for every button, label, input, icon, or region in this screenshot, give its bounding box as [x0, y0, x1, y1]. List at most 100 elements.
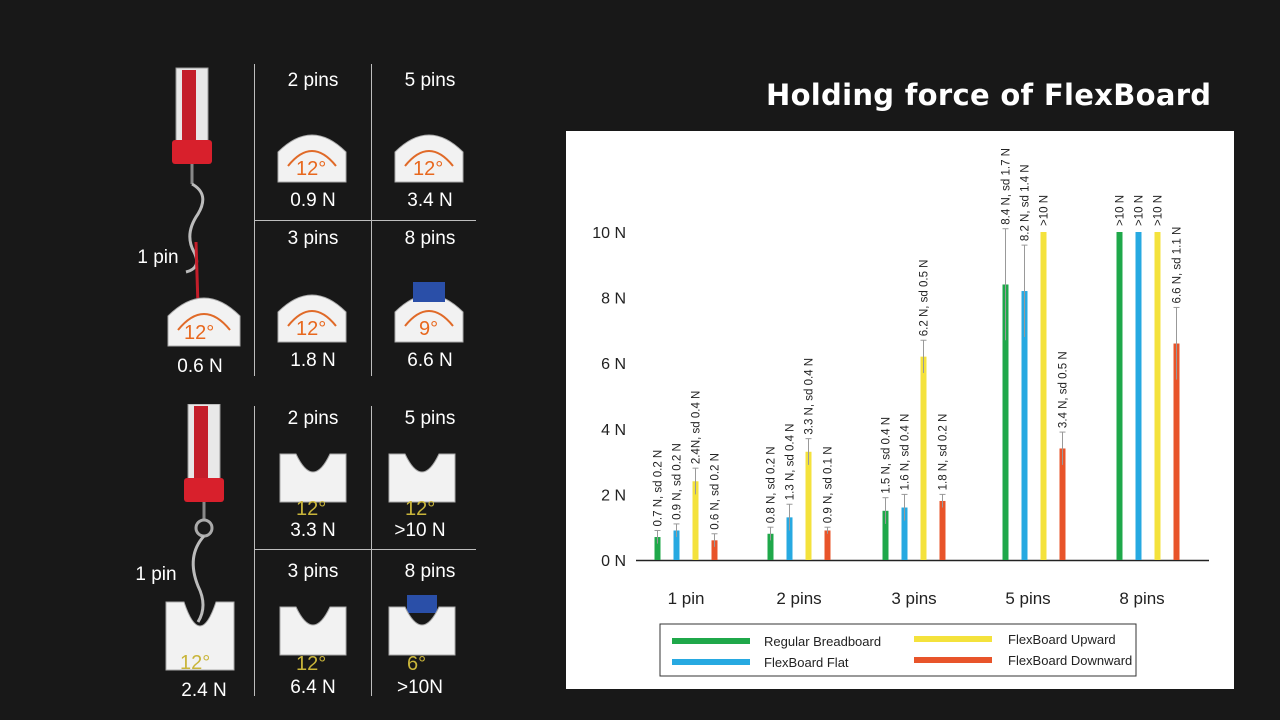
cell-force-label: 0.9 N	[290, 190, 336, 211]
bar	[901, 507, 908, 560]
bar	[1021, 291, 1028, 560]
force-gauge-icon	[172, 67, 212, 307]
data-label: 8.2 N, sd 1.4 N	[1020, 164, 1032, 241]
bar	[767, 533, 774, 560]
data-label: 0.9 N, sd 0.1 N	[823, 446, 835, 523]
bar	[939, 500, 946, 560]
data-label: 0.6 N, sd 0.2 N	[710, 453, 722, 530]
data-label: 0.8 N, sd 0.2 N	[766, 446, 778, 523]
cell-angle: 12°	[296, 318, 327, 340]
bar	[711, 540, 718, 560]
cell-angle: 12°	[413, 158, 444, 180]
bar	[1002, 284, 1009, 560]
data-label: 3.3 N, sd 0.4 N	[804, 358, 816, 435]
cell-pins-label: 2 pins	[287, 408, 339, 429]
bottom-cell-2pins: 2 pins 12° 3.3 N	[256, 406, 370, 546]
legend-label: FlexBoard Downward	[1008, 653, 1132, 668]
board-icon	[279, 606, 347, 656]
x-tick-label: 8 pins	[1119, 589, 1164, 608]
legend-swatch	[914, 657, 992, 663]
bar-chart: 0 N 2 N 4 N 6 N 8 N 10 N 1 pin 0.7 N, sd 0.2 N 0…	[592, 148, 1209, 677]
bar	[673, 530, 680, 560]
x-tick-label: 5 pins	[1005, 589, 1050, 608]
bar	[1040, 232, 1047, 560]
legend-label: Regular Breadboard	[764, 634, 881, 649]
top-main-force: 0.6 N	[177, 356, 223, 377]
board-icon	[277, 134, 347, 183]
board-icon	[388, 595, 456, 656]
cell-pins-label: 3 pins	[287, 561, 339, 582]
top-cell-8pins: 8 pins 9° 6.6 N	[373, 224, 487, 374]
bar	[692, 481, 699, 560]
top-cell-2pins: 2 pins 12° 0.9 N	[256, 66, 370, 216]
cell-angle: 12°	[296, 653, 327, 675]
top-main-pins: 1 pin	[137, 247, 179, 268]
bar	[1059, 448, 1066, 560]
cell-force-label: 1.8 N	[290, 350, 336, 371]
data-label: 8.4 N, sd 1.7 N	[1001, 148, 1013, 225]
top-main-board-icon	[167, 297, 241, 347]
legend-label: FlexBoard Upward	[1008, 632, 1116, 647]
bar	[654, 537, 661, 560]
cell-angle: 9°	[419, 318, 439, 340]
cell-angle: 12°	[405, 498, 436, 520]
y-tick-label: 2 N	[601, 487, 626, 504]
data-label: 1.6 N, sd 0.4 N	[900, 414, 912, 491]
y-tick-label: 6 N	[601, 356, 626, 373]
data-label: >10 N	[1039, 195, 1051, 226]
bar	[805, 451, 812, 560]
data-label: 1.3 N, sd 0.4 N	[785, 424, 797, 501]
bottom-main-pins: 1 pin	[135, 564, 177, 585]
cell-force-label: 6.6 N	[407, 350, 453, 371]
legend-swatch	[672, 659, 750, 665]
data-label: 0.7 N, sd 0.2 N	[653, 450, 665, 527]
chart-title: Holding force of FlexBoard	[766, 78, 1212, 112]
cell-angle: 6°	[407, 653, 427, 675]
bottom-main-board-icon	[165, 601, 235, 671]
cell-force-label: >10N	[397, 677, 443, 698]
data-label: 0.9 N, sd 0.2 N	[672, 443, 684, 520]
y-tick-label: 4 N	[601, 422, 626, 439]
legend-box	[659, 623, 1137, 677]
data-label: 6.2 N, sd 0.5 N	[919, 260, 931, 337]
legend-label: FlexBoard Flat	[764, 655, 849, 670]
legend-swatch	[914, 636, 992, 642]
data-label: 1.8 N, sd 0.2 N	[938, 414, 950, 491]
bar	[1173, 343, 1180, 560]
x-tick-label: 3 pins	[891, 589, 936, 608]
board-icon	[394, 282, 464, 343]
cell-force-label: >10 N	[394, 520, 446, 541]
top-photo-panel: 1 pin 12° 0.6 N 2 pins 12° 0.9 N 5 pins …	[120, 60, 480, 380]
y-tick-label: 0 N	[601, 553, 626, 570]
board-icon	[277, 294, 347, 343]
bar	[882, 510, 889, 560]
cell-force-label: 3.4 N	[407, 190, 453, 211]
cell-pins-label: 8 pins	[404, 228, 456, 249]
data-label: 2.4N, sd 0.4 N	[691, 391, 703, 465]
data-label: >10 N	[1153, 195, 1165, 226]
data-label: >10 N	[1134, 195, 1146, 226]
cell-pins-label: 5 pins	[404, 408, 456, 429]
data-label: 6.6 N, sd 1.1 N	[1172, 227, 1184, 304]
data-label: >10 N	[1115, 195, 1127, 226]
bar	[1135, 232, 1142, 560]
board-icon	[279, 453, 347, 503]
y-tick-label: 8 N	[601, 291, 626, 308]
top-cell-5pins: 5 pins 12° 3.4 N	[373, 66, 487, 216]
data-label: 3.4 N, sd 0.5 N	[1058, 351, 1070, 428]
cell-force-label: 3.3 N	[290, 520, 336, 541]
data-label: 1.5 N, sd 0.4 N	[881, 417, 893, 494]
top-cell-3pins: 3 pins 12° 1.8 N	[256, 224, 370, 374]
cell-pins-label: 2 pins	[287, 70, 339, 91]
cell-pins-label: 5 pins	[404, 70, 456, 91]
bar	[1154, 232, 1161, 560]
board-icon	[388, 453, 456, 503]
x-tick-label: 1 pin	[668, 589, 705, 608]
cell-force-label: 6.4 N	[290, 677, 336, 698]
bottom-cell-3pins: 3 pins 12° 6.4 N	[256, 559, 370, 699]
bottom-cell-5pins: 5 pins 12° >10 N	[373, 406, 487, 546]
board-icon	[394, 134, 464, 183]
force-gauge-icon	[184, 404, 224, 623]
bottom-main-force: 2.4 N	[181, 680, 227, 701]
bar	[786, 517, 793, 560]
